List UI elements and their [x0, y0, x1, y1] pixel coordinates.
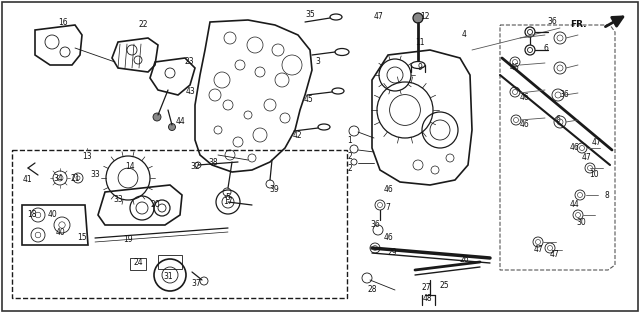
Text: 4: 4: [461, 30, 467, 39]
Circle shape: [413, 13, 423, 23]
Text: 46: 46: [569, 143, 579, 152]
Text: 13: 13: [82, 152, 92, 161]
Text: 1: 1: [348, 136, 353, 145]
Text: 18: 18: [28, 210, 36, 219]
Bar: [158, 255, 182, 269]
Text: 47: 47: [592, 138, 602, 147]
Text: 3: 3: [316, 57, 321, 66]
Text: 22: 22: [138, 20, 148, 29]
Text: 36: 36: [559, 90, 569, 99]
Text: 23: 23: [184, 57, 194, 66]
Text: 39: 39: [269, 185, 279, 194]
Text: 7: 7: [385, 203, 390, 212]
Text: 6: 6: [543, 44, 548, 53]
Text: 5: 5: [225, 193, 230, 202]
Text: 37: 37: [191, 279, 201, 288]
Text: 11: 11: [415, 38, 425, 47]
Text: 30: 30: [576, 218, 586, 227]
Text: 46: 46: [519, 93, 529, 102]
Text: 34: 34: [53, 174, 63, 183]
Text: 32: 32: [190, 162, 200, 171]
Circle shape: [168, 124, 175, 131]
Text: FR.: FR.: [570, 20, 586, 29]
Text: 46: 46: [383, 233, 393, 242]
Text: 25: 25: [439, 281, 449, 290]
Text: 47: 47: [581, 153, 591, 162]
Text: 40: 40: [56, 228, 66, 237]
Text: 19: 19: [123, 235, 133, 244]
Text: 2: 2: [348, 164, 353, 173]
Text: 21: 21: [70, 174, 80, 183]
Text: 26: 26: [459, 255, 469, 264]
Text: 36: 36: [547, 17, 557, 26]
Text: 35: 35: [305, 10, 315, 19]
Text: 6: 6: [556, 115, 561, 124]
Text: 48: 48: [422, 294, 432, 303]
Text: 29: 29: [387, 248, 397, 257]
Bar: [130, 258, 146, 270]
Text: 17: 17: [223, 197, 233, 206]
Text: 47: 47: [533, 245, 543, 254]
Text: 10: 10: [589, 170, 599, 179]
Text: 8: 8: [605, 191, 609, 200]
Text: 47: 47: [550, 250, 560, 259]
Text: 20: 20: [150, 200, 160, 209]
Text: 36: 36: [370, 220, 380, 229]
Text: 46: 46: [510, 63, 520, 72]
Text: 28: 28: [367, 285, 377, 294]
Text: 31: 31: [163, 272, 173, 281]
Text: 43: 43: [185, 87, 195, 96]
Text: 46: 46: [519, 120, 529, 129]
Text: 38: 38: [208, 158, 218, 167]
Bar: [12, 150, 347, 298]
Text: 33: 33: [90, 170, 100, 179]
Text: 46: 46: [383, 185, 393, 194]
Text: 45: 45: [303, 95, 313, 104]
Text: 2: 2: [348, 152, 353, 161]
Text: 33: 33: [113, 195, 123, 204]
Text: 12: 12: [420, 12, 429, 21]
Text: 47: 47: [373, 12, 383, 21]
Text: 9: 9: [417, 63, 422, 72]
Text: 40: 40: [47, 210, 57, 219]
Circle shape: [153, 113, 161, 121]
Text: 44: 44: [175, 117, 185, 126]
Text: 27: 27: [421, 283, 431, 292]
Text: 42: 42: [292, 131, 302, 140]
Text: 14: 14: [125, 162, 135, 171]
Text: 41: 41: [22, 175, 32, 184]
Text: 15: 15: [77, 233, 87, 242]
Text: 16: 16: [58, 18, 68, 27]
Text: 44: 44: [570, 200, 580, 209]
Text: 24: 24: [133, 258, 143, 267]
